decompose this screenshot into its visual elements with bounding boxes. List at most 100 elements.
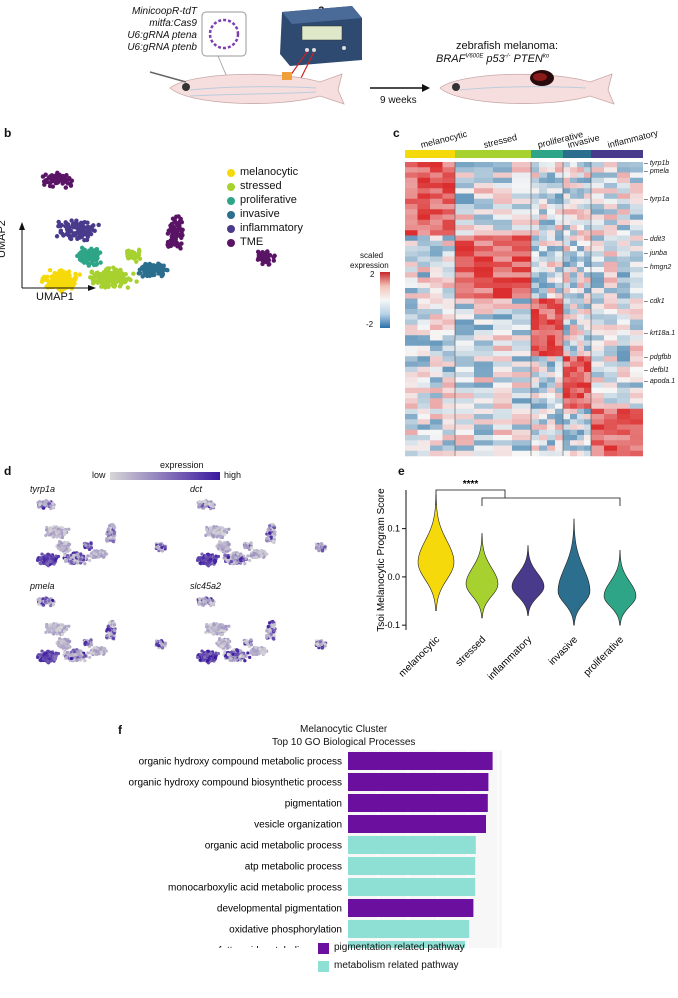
heatmap-cell [563,382,571,389]
feature-point [67,527,71,531]
feature-point [43,600,47,604]
heatmap-cell [430,204,443,210]
feature-point [62,626,67,630]
heatmap-cell [531,366,540,373]
umap-point [104,273,109,279]
feature-point [89,546,94,550]
umap-point [89,270,94,275]
heatmap-cell [630,240,643,247]
heatmap-cell [531,240,540,247]
heatmap-cell [630,298,643,305]
heatmap-cell [430,419,443,425]
heatmap-cell [430,398,443,404]
heatmap-cell [617,319,631,326]
heatmap-cell [563,351,571,357]
heatmap-cell [591,235,605,242]
heatmap-cell [512,172,532,179]
heatmap-cell [405,387,418,394]
heatmap-cell [630,261,643,268]
feature-point [43,597,47,601]
heatmap-cell [555,267,564,273]
umap-point [171,229,176,235]
heatmap-cell [570,162,578,168]
umap-point [107,278,113,284]
heatmap-cell [591,356,605,362]
heatmap-cell [591,261,605,268]
umap-point [177,223,182,229]
heatmap-cell [430,251,443,257]
heatmap-cell [539,240,548,247]
heatmap-cell [630,330,643,336]
heatmap-cell [547,198,556,205]
heatmap-cell [563,251,571,257]
heatmap-cell [591,209,605,215]
heatmap-cell [531,177,540,184]
heatmap-cell [405,419,418,425]
heatmap-cell [547,419,556,425]
feature-point [208,526,213,530]
heatmap-cell [455,172,475,179]
heatmap-cell [547,377,556,383]
feature-point [57,543,61,548]
heatmap-cell [604,445,618,452]
expression-gradient [110,472,220,480]
heatmap-cell [555,372,564,378]
heatmap-cell [547,319,556,326]
umap-point [123,277,128,283]
heatmap-cell [417,298,431,305]
feature-point [94,552,98,556]
heatmap-cell [405,366,418,373]
heatmap-cell [442,335,456,341]
heatmap-cell [417,251,431,257]
heatmap-cell [563,219,571,226]
heatmap-cell [417,230,431,236]
heatmap-cell [563,398,571,404]
heatmap-cell [604,204,618,210]
heatmap-cell [430,450,443,457]
feature-point [88,558,92,562]
heatmap-cell [570,293,578,299]
feature-point [272,526,277,530]
heatmap-cell [539,198,548,205]
heatmap-cell [547,398,556,404]
heatmap-cell [570,450,578,457]
heatmap-cell [417,445,431,452]
heatmap-cell [430,177,443,184]
heatmap-cell [455,419,475,425]
feature-point [62,629,67,633]
electroporator-icon [280,6,362,81]
heatmap-cell [531,372,540,378]
umap-point [53,178,59,183]
umap-point [91,223,96,228]
umap-point [165,231,171,236]
heatmap-cell [539,398,548,404]
heatmap-cell [547,172,556,179]
heatmap-cell [617,162,631,168]
heatmap-cell [577,267,585,273]
umap-point [57,276,62,281]
heatmap-cell [531,230,540,236]
feature-point [229,559,233,564]
heatmap-cell [547,298,556,305]
heatmap-cell [455,267,475,273]
heatmap-cell [493,172,513,179]
heatmap-cell [493,398,513,404]
heatmap-cell [577,414,585,420]
heatmap-cell [591,267,605,273]
heatmap-cell [570,408,578,415]
heatmap-cell [547,435,556,441]
heatmap-cell [474,261,494,268]
heatmap-cell [570,277,578,284]
heatmap-cell [405,277,418,284]
heatmap-cell [570,246,578,252]
heatmap-cell [442,309,456,315]
heatmap-cell [474,246,494,252]
feature-point [109,535,113,539]
heatmap-cell [591,345,605,352]
heatmap-cell [512,429,532,436]
heatmap-cell [630,303,643,310]
heatmap-cell [547,403,556,410]
heatmap-cell [442,414,456,420]
heatmap-cell [584,335,592,341]
umap-point [56,175,62,181]
